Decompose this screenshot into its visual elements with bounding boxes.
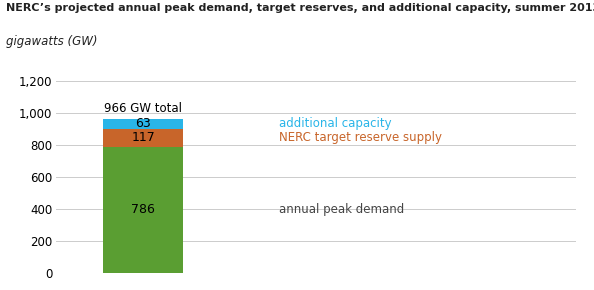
Text: additional capacity: additional capacity [279, 117, 392, 130]
Text: gigawatts (GW): gigawatts (GW) [6, 35, 97, 48]
Text: NERC target reserve supply: NERC target reserve supply [279, 131, 442, 144]
Text: 117: 117 [131, 131, 155, 144]
Text: 63: 63 [135, 117, 151, 130]
Text: 786: 786 [131, 203, 155, 216]
Text: NERC’s projected annual peak demand, target reserves, and additional capacity, s: NERC’s projected annual peak demand, tar… [6, 3, 594, 13]
Text: annual peak demand: annual peak demand [279, 203, 405, 216]
Bar [103, 119, 183, 128]
Bar [103, 128, 183, 147]
Bar [103, 147, 183, 273]
Text: 966 GW total: 966 GW total [104, 102, 182, 115]
